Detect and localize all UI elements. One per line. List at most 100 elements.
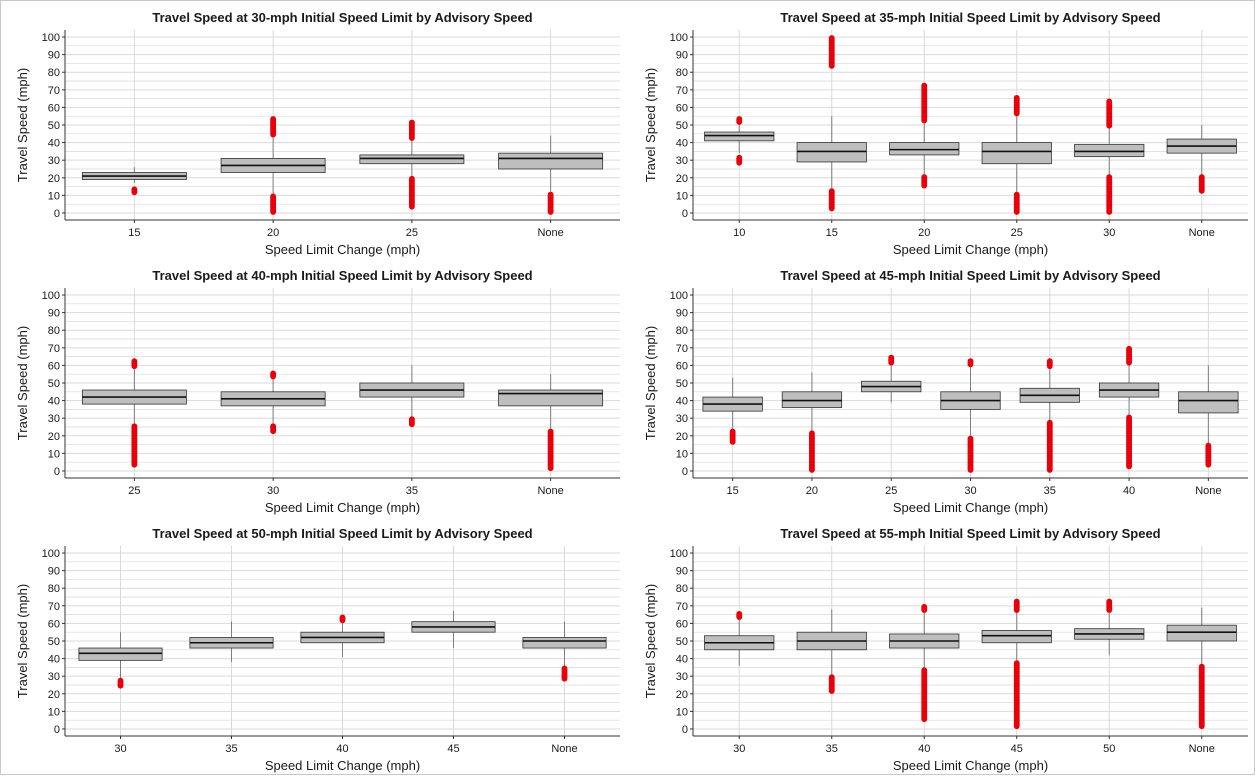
x-tick-label: 25 bbox=[406, 227, 418, 239]
x-tick-label: 30 bbox=[964, 485, 976, 497]
box-None bbox=[1178, 365, 1239, 468]
box-15 bbox=[81, 167, 187, 196]
outliers-low bbox=[1013, 191, 1020, 215]
y-axis-label: Travel Speed (mph) bbox=[15, 326, 30, 440]
x-tick-label: 35 bbox=[826, 743, 838, 755]
y-tick-label: 100 bbox=[42, 548, 60, 560]
x-tick-label: 35 bbox=[1044, 485, 1056, 497]
box-iqr bbox=[981, 630, 1052, 644]
box-iqr bbox=[498, 389, 604, 407]
box-35 bbox=[1019, 358, 1080, 473]
y-tick-label: 70 bbox=[676, 85, 688, 97]
box-20 bbox=[889, 82, 960, 189]
outliers-low bbox=[270, 193, 277, 215]
y-tick-label: 50 bbox=[676, 636, 688, 648]
outliers-high bbox=[131, 358, 138, 370]
y-tick-label: 40 bbox=[48, 396, 60, 408]
y-tick-label: 80 bbox=[48, 67, 60, 79]
outliers-high bbox=[888, 354, 895, 366]
box-30 bbox=[704, 610, 775, 666]
y-tick-label: 80 bbox=[48, 583, 60, 595]
outliers-high bbox=[736, 116, 743, 125]
box-iqr bbox=[1178, 391, 1239, 414]
outliers-low bbox=[809, 430, 815, 473]
outliers-high bbox=[828, 35, 835, 69]
chart-panel-5: Travel Speed at 50-mph Initial Speed Lim… bbox=[5, 520, 625, 783]
x-tick-label: 45 bbox=[1011, 743, 1023, 755]
x-tick-label: 35 bbox=[225, 743, 237, 755]
outliers-low bbox=[828, 674, 835, 694]
outliers-low bbox=[921, 667, 928, 723]
y-tick-label: 100 bbox=[670, 32, 688, 44]
chart-title: Travel Speed at 30-mph Initial Speed Lim… bbox=[152, 10, 532, 25]
y-tick-label: 0 bbox=[682, 724, 688, 736]
box-10 bbox=[704, 116, 775, 166]
box-iqr bbox=[359, 154, 465, 165]
box-None bbox=[498, 135, 604, 215]
y-tick-label: 70 bbox=[48, 601, 60, 613]
y-tick-label: 80 bbox=[676, 67, 688, 79]
y-tick-label: 60 bbox=[48, 360, 60, 372]
outliers-high bbox=[736, 610, 743, 621]
x-tick-label: 15 bbox=[128, 227, 140, 239]
x-tick-label: 20 bbox=[918, 227, 930, 239]
box-30 bbox=[220, 370, 326, 435]
y-tick-label: 10 bbox=[48, 190, 60, 202]
y-axis-label: Travel Speed (mph) bbox=[643, 326, 658, 440]
y-tick-label: 0 bbox=[682, 208, 688, 220]
box-35 bbox=[359, 365, 465, 428]
box-iqr bbox=[78, 647, 163, 661]
outliers-high bbox=[967, 358, 974, 368]
x-axis-label: Speed Limit Change (mph) bbox=[893, 758, 1048, 773]
chart-panel-3: Travel Speed at 40-mph Initial Speed Lim… bbox=[5, 262, 625, 525]
y-tick-label: 70 bbox=[48, 343, 60, 355]
y-tick-label: 30 bbox=[676, 413, 688, 425]
chart-title: Travel Speed at 55-mph Initial Speed Lim… bbox=[780, 526, 1160, 541]
y-tick-label: 10 bbox=[48, 448, 60, 460]
y-tick-label: 100 bbox=[42, 290, 60, 302]
y-tick-label: 100 bbox=[42, 32, 60, 44]
y-tick-label: 20 bbox=[48, 431, 60, 443]
y-tick-label: 100 bbox=[670, 548, 688, 560]
box-30 bbox=[940, 358, 1001, 473]
box-iqr bbox=[981, 142, 1052, 165]
chart-panel-1: Travel Speed at 30-mph Initial Speed Lim… bbox=[5, 4, 625, 267]
x-tick-label: None bbox=[1189, 227, 1215, 239]
x-tick-label: 25 bbox=[1011, 227, 1023, 239]
y-tick-label: 70 bbox=[48, 85, 60, 97]
x-axis-label: Speed Limit Change (mph) bbox=[265, 500, 420, 515]
box-iqr bbox=[781, 391, 843, 409]
y-tick-label: 30 bbox=[48, 671, 60, 683]
x-tick-label: 30 bbox=[114, 743, 126, 755]
y-tick-label: 50 bbox=[676, 378, 688, 390]
x-tick-label: 20 bbox=[806, 485, 818, 497]
box-40 bbox=[300, 614, 385, 657]
y-tick-label: 60 bbox=[676, 618, 688, 630]
chart-title: Travel Speed at 45-mph Initial Speed Lim… bbox=[780, 268, 1160, 283]
y-tick-label: 40 bbox=[48, 138, 60, 150]
outliers-high bbox=[921, 82, 928, 124]
boxplot-svg: Travel Speed at 30-mph Initial Speed Lim… bbox=[15, 10, 620, 257]
box-25 bbox=[981, 94, 1052, 215]
y-tick-label: 30 bbox=[676, 671, 688, 683]
y-tick-label: 0 bbox=[682, 466, 688, 478]
outliers-high bbox=[131, 186, 138, 196]
x-tick-label: 40 bbox=[336, 743, 348, 755]
outliers-low bbox=[561, 665, 568, 682]
outliers-low bbox=[921, 174, 928, 189]
chart-title: Travel Speed at 35-mph Initial Speed Lim… bbox=[780, 10, 1160, 25]
x-tick-label: 15 bbox=[727, 485, 739, 497]
y-tick-label: 90 bbox=[676, 308, 688, 320]
x-tick-label: 20 bbox=[267, 227, 279, 239]
y-tick-label: 50 bbox=[48, 378, 60, 390]
outliers-high bbox=[270, 370, 277, 380]
y-tick-label: 0 bbox=[54, 208, 60, 220]
chart-panel-2: Travel Speed at 35-mph Initial Speed Lim… bbox=[633, 4, 1253, 267]
x-tick-label: 25 bbox=[885, 485, 897, 497]
x-tick-label: 35 bbox=[406, 485, 418, 497]
box-None bbox=[1166, 607, 1237, 730]
box-iqr bbox=[704, 131, 775, 142]
outliers-high bbox=[270, 116, 277, 138]
outliers-high bbox=[408, 119, 415, 141]
outliers-low bbox=[1046, 419, 1053, 473]
